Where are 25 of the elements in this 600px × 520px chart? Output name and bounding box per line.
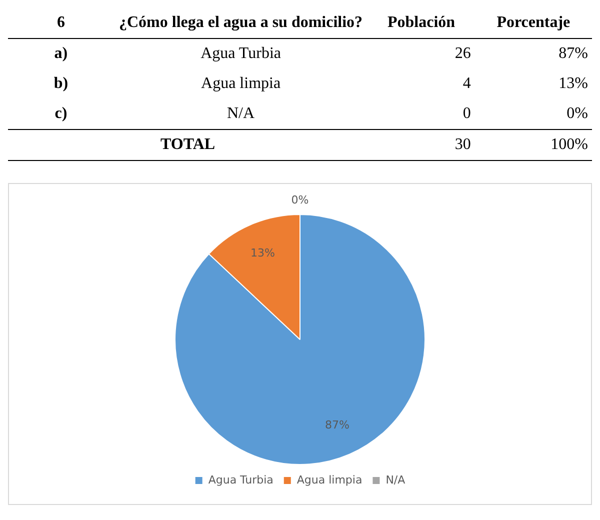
text: 4 [462,74,472,94]
category-label: Agua limpia [201,75,281,92]
legend-label: N/A [386,473,406,486]
category-label: N/A [227,105,255,122]
text: Población [386,13,456,33]
chart-title: ¿Cómo llega el agua a su domicilio? [118,13,364,33]
category-label: Agua Turbia [200,45,282,62]
text: 0% [291,193,309,206]
text: TOTAL [160,135,216,155]
text: b) [52,74,70,94]
text: a) [53,44,69,64]
text: Porcentaje [496,13,572,33]
text: 0 [462,104,472,124]
text: 6 [56,13,66,33]
data-label: 13% [250,246,275,260]
text: 0% [566,105,588,122]
text: 30 [454,135,472,155]
text: 13% [558,75,588,92]
legend-label: Agua limpia [296,473,362,486]
text: 100% [550,135,589,155]
text: 26 [454,44,472,64]
legend-label: Agua Turbia [208,473,274,486]
text: 87% [558,45,588,62]
text: c) [54,104,68,124]
data-label: 87% [325,418,350,432]
